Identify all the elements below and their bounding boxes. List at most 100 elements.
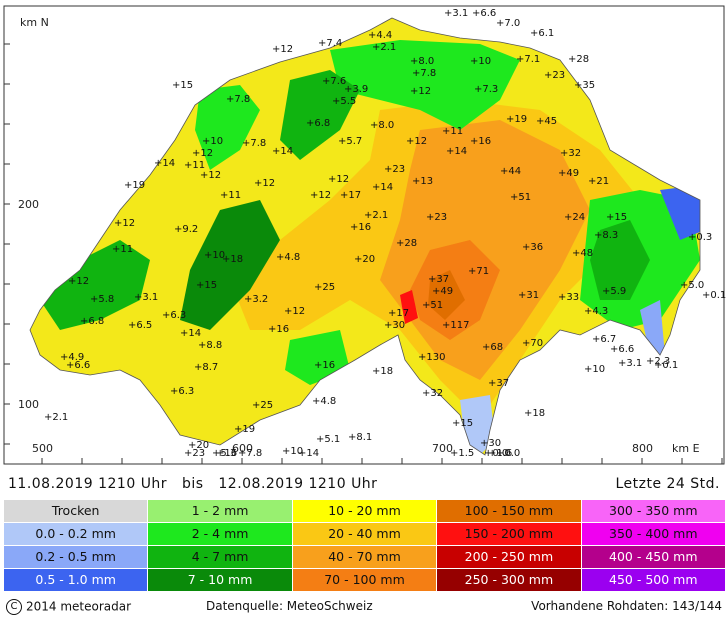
station-value: +31 [518,290,539,301]
station-value: +33 [558,292,579,303]
station-value: +23 [384,164,405,175]
station-value: +45 [536,116,557,127]
station-value: +48 [572,248,593,259]
station-value: +8.3 [594,230,618,241]
station-value: +13 [412,176,433,187]
station-value: +20 [354,254,375,265]
station-value: +14 [372,182,393,193]
period-end: 12.08.2019 1210 Uhr [218,476,378,492]
station-value: +6.7 [592,334,616,345]
station-value: +11 [442,126,463,137]
station-value: +5.5 [332,96,356,107]
data-source: Datenquelle: MeteoSchweiz [206,599,373,613]
legend-item: 1 - 2 mm [148,500,292,522]
station-value: +15 [606,212,627,223]
copyright-text: 2014 meteoradar [26,599,132,614]
station-value: +3.9 [344,84,368,95]
station-value: +8.0 [370,120,394,131]
station-value: +5.1 [316,434,340,445]
station-value: +10 [584,364,605,375]
accumulation-window: Letzte 24 Std. [615,476,720,492]
station-value: +68 [482,342,503,353]
station-value: +6.8 [306,118,330,129]
legend-item: 150 - 200 mm [437,523,581,545]
station-value: +7.4 [318,38,342,49]
station-value: +19 [234,424,255,435]
station-value: +7.8 [412,68,436,79]
station-value: +28 [396,238,417,249]
station-value: +6.6 [472,8,496,19]
legend-item: 10 - 20 mm [292,500,437,522]
station-value: +10 [470,56,491,67]
station-value: +32 [422,388,443,399]
station-value: +12 [192,148,213,159]
footer: C 2014 meteoradar Datenquelle: MeteoSchwe… [0,596,728,618]
station-value: +30 [384,320,405,331]
x-tick-labels: 500 600 700 800 [32,442,653,455]
time-range-bar: 11.08.2019 1210 Uhr bis 12.08.2019 1210 … [0,472,728,496]
station-value: +18 [372,366,393,377]
station-value: +49 [558,168,579,179]
y-tick-labels: 200 100 [18,198,39,411]
station-value: +16 [470,136,491,147]
station-value: +23 [544,70,565,81]
observation-values: +3.1 +6.6+7.0+6.1+4.4+2.1+12+7.4+8.0 +10 +7… [44,8,726,459]
station-value: +23 [426,212,447,223]
station-value: +12 [114,218,135,229]
station-value: +51 [510,192,531,203]
legend-item: 350 - 400 mm [581,523,725,545]
x-tick-label: 700 [432,442,453,455]
station-value: +51 [422,300,443,311]
legend-item: 0.5 - 1.0 mm [4,569,148,591]
station-value: +12 [406,136,427,147]
station-value: +0.0 [496,448,520,459]
station-value: +37 [428,274,449,285]
legend-item: 0.0 - 0.2 mm [4,523,148,545]
station-value: +71 [468,266,489,277]
station-value: +0.1 [702,290,726,301]
station-value: +25 [252,400,273,411]
station-value: +4.3 [584,306,608,317]
station-value: +14 [298,448,319,459]
station-value: +15 [452,418,473,429]
legend-item: 20 - 40 mm [292,523,437,545]
period-separator: bis [181,476,204,492]
station-value: +4.8 [312,396,336,407]
station-value: +17 [340,190,361,201]
station-value: +5.0 [680,280,704,291]
station-value: +3.1 [134,292,158,303]
station-value: +70 [522,338,543,349]
station-value: +21 [588,176,609,187]
station-value: +12 [310,190,331,201]
station-value: +3.2 [244,294,268,305]
station-value: +19 [506,114,527,125]
station-value: +12 [328,174,349,185]
x-axis-title: km E [672,442,700,455]
station-value: +1.5 [450,448,474,459]
copyright-icon: C [6,599,22,615]
station-value: +5.9 [602,286,626,297]
station-value: +16 [216,448,237,459]
station-value: +3.1 [618,358,642,369]
station-value: +18 [524,408,545,419]
legend-item: 70 - 100 mm [292,569,437,591]
station-value: +9.2 [174,224,198,235]
station-value: +8.7 [194,362,218,373]
raw-data-count: Vorhandene Rohdaten: 143/144 [531,599,722,613]
legend-item: 100 - 150 mm [437,500,581,522]
station-value: +7.8 [242,138,266,149]
station-value: +16 [314,360,335,371]
time-range: 11.08.2019 1210 Uhr bis 12.08.2019 1210 … [8,476,377,492]
legend-item: 2 - 4 mm [148,523,292,545]
x-tick-label: 500 [32,442,53,455]
station-value: +12 [254,178,275,189]
station-value: +20 [188,440,209,451]
station-value: +2.1 [364,210,388,221]
station-value: +10 [282,446,303,457]
station-value: +12 [272,44,293,55]
station-value: +14 [272,146,293,157]
x-tick-label: 800 [632,442,653,455]
station-value: +5.7 [338,136,362,147]
station-value: +11 [112,244,133,255]
